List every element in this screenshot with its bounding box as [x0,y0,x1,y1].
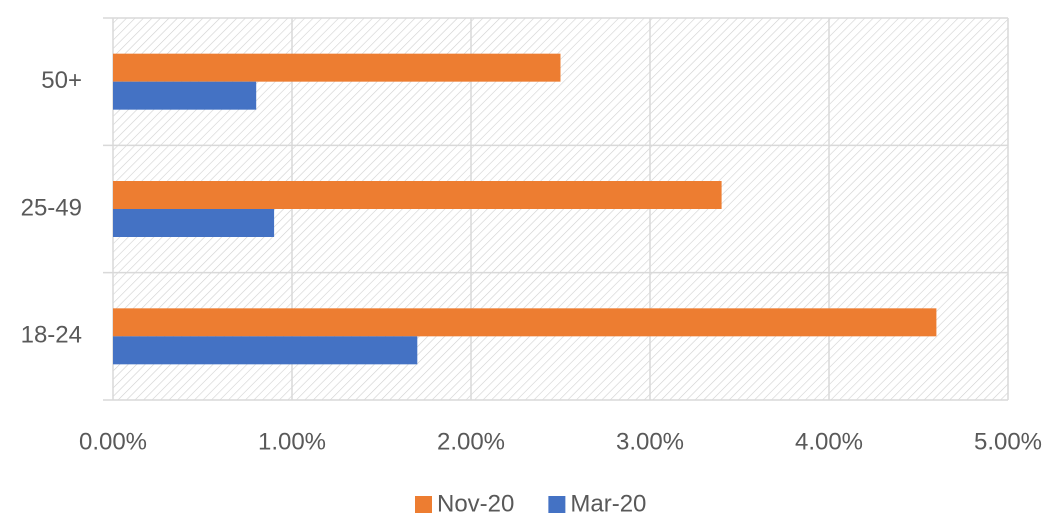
legend-swatch [415,496,432,513]
y-tick-label: 50+ [41,67,82,94]
x-tick-label: 4.00% [795,428,863,455]
legend-label: Nov-20 [437,490,514,517]
y-tick-label: 18-24 [21,322,82,349]
x-tick-label: 5.00% [974,428,1042,455]
bar [113,181,722,209]
x-tick-label: 0.00% [79,428,147,455]
bar [113,308,937,337]
legend-label: Mar-20 [570,490,646,517]
x-tick-label: 3.00% [616,428,684,455]
x-tick-label: 2.00% [437,428,505,455]
bar [113,81,257,110]
bar [113,53,561,82]
legend-swatch [548,496,566,513]
x-tick-label: 1.00% [258,428,326,455]
bar [113,336,418,365]
bar [113,209,275,237]
y-tick-label: 25-49 [21,194,82,221]
